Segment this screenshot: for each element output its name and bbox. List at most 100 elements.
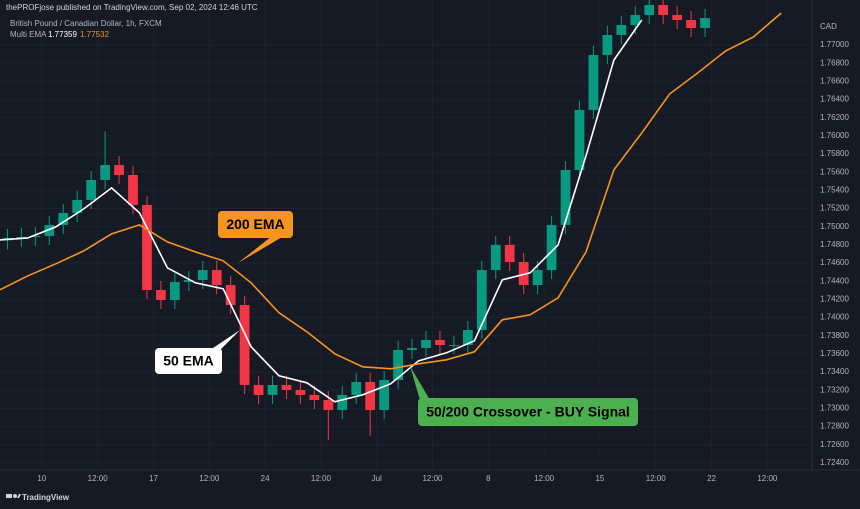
candle-body — [295, 389, 306, 395]
candle-body — [630, 14, 641, 25]
y-tick-label: 1.73800 — [820, 331, 849, 340]
ema50-label-box — [155, 348, 222, 374]
candle-body — [644, 4, 655, 15]
y-tick-label: 1.73200 — [820, 385, 849, 394]
ema200-label-box — [218, 211, 293, 238]
chart-title: British Pound / Canadian Dollar, 1h, FXC… — [10, 19, 162, 28]
candle-body — [183, 280, 194, 283]
candle-body — [532, 270, 543, 286]
candle-body — [58, 212, 69, 225]
y-tick-label: 1.74600 — [820, 258, 849, 267]
candle-body — [44, 224, 55, 236]
candle-body — [588, 54, 599, 110]
ema200-label-pointer — [238, 236, 284, 263]
y-tick-label: 1.77000 — [820, 40, 849, 49]
y-tick-label: 1.75200 — [820, 204, 849, 213]
currency: CAD — [820, 22, 837, 31]
y-tick-label: 1.75400 — [820, 185, 849, 194]
y-tick-label: 1.76400 — [820, 95, 849, 104]
candle-body — [267, 384, 278, 395]
y-tick-label: 1.74800 — [820, 240, 849, 249]
candle-body — [476, 270, 487, 330]
crossover-label-box — [418, 398, 638, 426]
candle-body — [323, 400, 334, 411]
y-tick-label: 1.75600 — [820, 167, 849, 176]
x-tick-label: 10 — [37, 474, 46, 483]
candle-body — [574, 109, 585, 170]
y-tick-label: 1.76800 — [820, 58, 849, 67]
crossover-label-pointer — [410, 366, 430, 400]
x-tick-label: 15 — [595, 474, 604, 483]
ema200-label-text: 200 EMA — [226, 216, 284, 232]
candle-body — [435, 339, 445, 345]
x-tick-label: 22 — [707, 474, 716, 483]
indicator-name: Multi EMA — [10, 30, 47, 39]
x-tick-label: Jul — [372, 474, 382, 483]
ema50-label-pointer — [210, 330, 240, 350]
candle-body — [672, 14, 683, 20]
x-tick-label: 12:00 — [757, 474, 778, 483]
candle-body — [616, 24, 627, 35]
candle-body — [365, 381, 376, 411]
candle-body — [337, 394, 348, 411]
candle-body — [658, 4, 669, 15]
candle-body — [449, 344, 459, 346]
y-tick-label: 1.76600 — [820, 76, 849, 85]
y-tick-label: 1.73000 — [820, 404, 849, 413]
candle-body — [197, 270, 208, 281]
candle-body — [239, 305, 250, 385]
candle-body — [114, 164, 124, 175]
x-tick-label: 17 — [149, 474, 158, 483]
y-tick-label: 1.74400 — [820, 276, 849, 285]
ema50-label-text: 50 EMA — [163, 353, 214, 369]
candle-body — [169, 282, 180, 301]
y-tick-label: 1.76000 — [820, 131, 849, 140]
candle-body — [30, 235, 41, 237]
indicator-value: 1.77359 — [48, 30, 77, 39]
indicator-value: 1.77532 — [80, 30, 109, 39]
candle-body — [560, 169, 571, 225]
candle-body — [518, 262, 529, 286]
x-tick-label: 12:00 — [311, 474, 332, 483]
candle-body — [407, 347, 417, 350]
candle-body — [100, 164, 110, 180]
x-tick-label: 12:00 — [534, 474, 555, 483]
x-tick-label: 12:00 — [88, 474, 109, 483]
candle-body — [128, 174, 138, 205]
candle-body — [225, 285, 236, 306]
candle-body — [504, 244, 515, 263]
y-tick-label: 1.74200 — [820, 294, 849, 303]
x-tick-label: 12:00 — [422, 474, 443, 483]
y-tick-label: 1.76200 — [820, 113, 849, 122]
candle-body — [462, 329, 473, 345]
candle-body — [86, 179, 97, 200]
candle-body — [156, 290, 166, 301]
candle-body — [602, 34, 613, 55]
candle-body — [700, 17, 710, 28]
ema-line — [0, 12, 782, 370]
y-tick-label: 1.74000 — [820, 313, 849, 322]
x-tick-label: 8 — [486, 474, 491, 483]
crossover-label-text: 50/200 Crossover - BUY Signal — [426, 404, 630, 420]
candle-body — [421, 339, 431, 348]
y-tick-label: 1.72400 — [820, 458, 849, 467]
brand: TradingView — [22, 493, 70, 502]
candle-body — [142, 204, 152, 291]
y-tick-label: 1.72800 — [820, 422, 849, 431]
y-tick-label: 1.75800 — [820, 149, 849, 158]
candle-body — [281, 384, 292, 390]
candle-body — [393, 349, 403, 380]
candle-body — [309, 394, 320, 401]
candle-body — [351, 381, 362, 395]
candle-body — [379, 379, 390, 411]
y-tick-label: 1.73400 — [820, 367, 849, 376]
candle-body — [211, 270, 222, 286]
candle-body — [546, 224, 557, 271]
x-tick-label: 12:00 — [199, 474, 220, 483]
annotations: 200 EMA 50 EMA 50/200 Crossover - BUY Sign… — [155, 211, 638, 426]
x-tick-label: 12:00 — [646, 474, 667, 483]
axes: 1.72400 1.72600 1.72800 1.73000 1.73200 1.734… — [37, 40, 849, 483]
x-tick-label: 24 — [261, 474, 270, 483]
y-tick-label: 1.73600 — [820, 349, 849, 358]
